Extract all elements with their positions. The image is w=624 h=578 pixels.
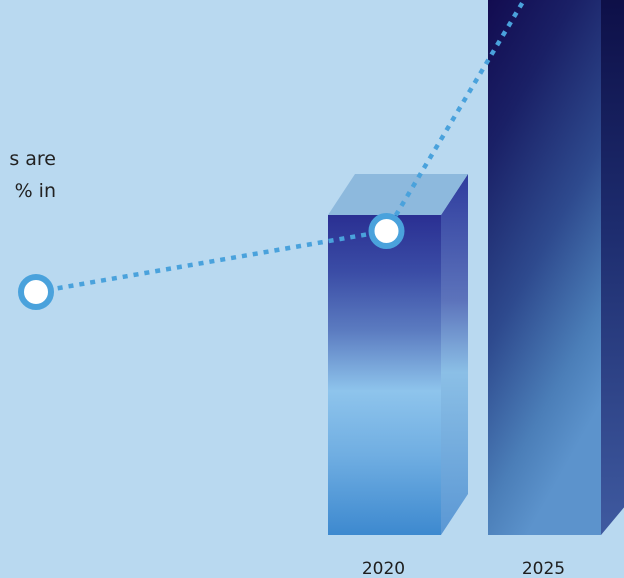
bar-side-face <box>441 174 468 535</box>
bar-2025 <box>488 0 624 535</box>
trend-marker <box>18 274 54 310</box>
caption-line-1: s are <box>9 148 56 170</box>
x-tick-label: 2020 <box>362 559 405 578</box>
trend-dotted-line <box>35 0 527 295</box>
trend-line-group <box>18 0 527 310</box>
trend-marker <box>368 213 405 249</box>
bar-2020 <box>328 174 468 535</box>
bar-front-face <box>328 215 441 535</box>
bars-group <box>328 0 624 535</box>
bar-top-face <box>328 174 468 215</box>
x-tick-label: 2025 <box>522 559 565 578</box>
bar-side-face <box>601 0 624 535</box>
bar-front-face <box>488 0 601 535</box>
caption-line-2: % in <box>14 180 56 202</box>
x-axis-labels: 2020 2025 <box>362 559 565 578</box>
